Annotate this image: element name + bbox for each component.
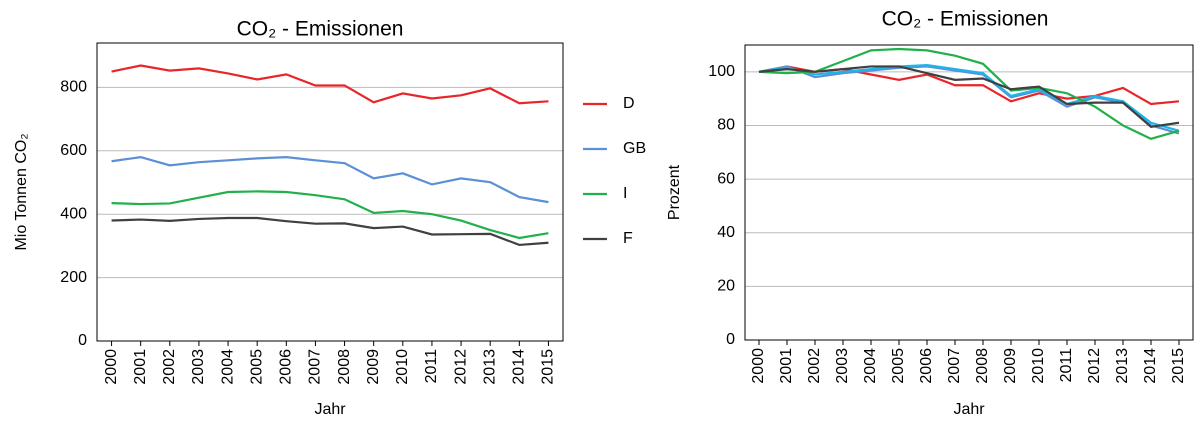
x-tick-label: 2005 (248, 349, 265, 385)
legend-label: F (623, 230, 633, 247)
y-tick-label: 20 (717, 278, 735, 295)
x-tick-label: 2006 (278, 349, 295, 385)
y-tick-label: 400 (60, 205, 87, 222)
x-tick-label: 2015 (1170, 348, 1187, 384)
y-tick-label: 0 (78, 332, 87, 349)
x-tick-label: 2004 (862, 348, 879, 384)
x-tick-label: 2011 (423, 349, 440, 384)
chart-title: CO₂ - Emissionen (237, 18, 404, 41)
x-tick-label: 2002 (161, 349, 178, 385)
y-tick-label: 800 (60, 79, 87, 96)
x-tick-label: 2002 (806, 348, 823, 384)
line-series (111, 190, 549, 240)
x-tick-label: 2001 (778, 348, 795, 384)
y-tick-label: 40 (717, 224, 735, 241)
line-series (111, 64, 549, 105)
x-tick-label: 2010 (1030, 348, 1047, 384)
x-tick-label: 2013 (1114, 348, 1131, 384)
x-tick-label: 2007 (307, 349, 324, 385)
line-series (111, 156, 549, 204)
x-tick-label: 2003 (190, 349, 207, 385)
x-tick-label: 2012 (1086, 348, 1103, 384)
y-axis-label: Mio Tonnen CO₂ (13, 133, 30, 250)
y-tick-label: 0 (726, 331, 735, 348)
legend-label: I (623, 185, 627, 202)
chart-title: CO₂ - Emissionen (882, 8, 1049, 31)
y-tick-label: 600 (60, 142, 87, 159)
x-axis-label: Jahr (953, 401, 985, 418)
y-axis-label: Prozent (666, 164, 683, 220)
x-tick-label: 2012 (452, 349, 469, 385)
plot-frame (744, 44, 1194, 341)
legend-label: GB (623, 140, 646, 157)
x-tick-label: 2009 (365, 349, 382, 385)
x-tick-label: 2014 (1142, 348, 1159, 384)
x-tick-label: 2009 (1002, 348, 1019, 384)
x-tick-label: 2010 (394, 349, 411, 385)
legend-label: D (623, 95, 635, 112)
line-series (758, 64, 1180, 132)
x-tick-label: 2003 (834, 348, 851, 384)
line-series (758, 65, 1180, 135)
x-tick-label: 2001 (132, 349, 149, 385)
x-tick-label: 2000 (750, 348, 767, 384)
line-series (758, 47, 1180, 141)
y-tick-label: 200 (60, 269, 87, 286)
x-tick-label: 2004 (219, 349, 236, 385)
x-tick-label: 2008 (336, 349, 353, 385)
x-tick-label: 2000 (103, 349, 120, 385)
x-tick-label: 2006 (918, 348, 935, 384)
y-tick-label: 100 (708, 63, 735, 80)
x-tick-label: 2008 (974, 348, 991, 384)
x-tick-label: 2013 (481, 349, 498, 385)
plot-frame (96, 42, 564, 342)
x-tick-label: 2007 (946, 348, 963, 384)
x-tick-label: 2014 (511, 349, 528, 385)
x-tick-label: 2005 (890, 348, 907, 384)
y-tick-label: 60 (717, 170, 735, 187)
y-tick-label: 80 (717, 117, 735, 134)
x-tick-label: 2015 (540, 349, 557, 385)
x-axis-label: Jahr (314, 401, 346, 418)
line-series (111, 216, 549, 247)
line-series (758, 65, 1180, 128)
x-tick-label: 2011 (1058, 348, 1075, 383)
